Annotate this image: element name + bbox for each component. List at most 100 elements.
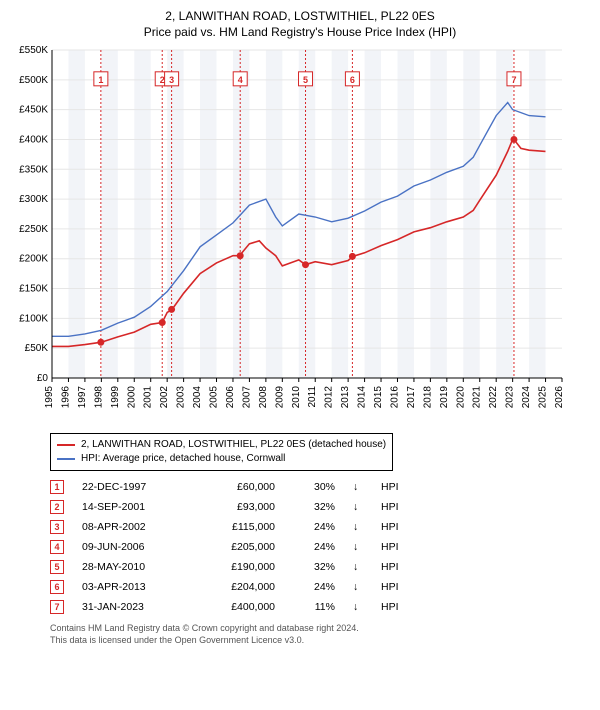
svg-text:2010: 2010 <box>291 386 302 409</box>
legend-row-1: 2, LANWITHAN ROAD, LOSTWITHIEL, PL22 0ES… <box>57 438 386 452</box>
svg-text:£100K: £100K <box>19 314 48 325</box>
svg-text:2009: 2009 <box>274 386 285 409</box>
title-line-1: 2, LANWITHAN ROAD, LOSTWITHIEL, PL22 0ES <box>10 8 590 24</box>
svg-text:2022: 2022 <box>488 386 499 409</box>
sale-date: 28-MAY-2010 <box>82 561 182 573</box>
svg-text:2015: 2015 <box>373 386 384 409</box>
title-line-2: Price paid vs. HM Land Registry's House … <box>10 24 590 40</box>
hpi-label: HPI <box>381 541 411 553</box>
sale-date: 03-APR-2013 <box>82 581 182 593</box>
svg-text:2005: 2005 <box>209 386 220 409</box>
hpi-label: HPI <box>381 501 411 513</box>
hpi-label: HPI <box>381 521 411 533</box>
svg-text:2: 2 <box>160 75 165 85</box>
sale-row: 528-MAY-2010£190,00032%↓HPI <box>50 557 590 577</box>
legend-row-2: HPI: Average price, detached house, Corn… <box>57 452 386 466</box>
footer-line-1: Contains HM Land Registry data © Crown c… <box>50 623 590 634</box>
sale-marker-box: 7 <box>50 600 64 614</box>
svg-text:2025: 2025 <box>538 386 549 409</box>
sale-row: 4 09-JUN-2006 £205,000 24% ↓ HPI <box>50 537 590 557</box>
svg-text:2000: 2000 <box>126 386 137 409</box>
sale-marker-box: 5 <box>50 560 64 574</box>
footer: Contains HM Land Registry data © Crown c… <box>50 623 590 646</box>
svg-text:2007: 2007 <box>241 386 252 409</box>
sale-row: 122-DEC-1997£60,00030%↓HPI <box>50 477 590 497</box>
svg-text:2026: 2026 <box>554 386 565 409</box>
sale-marker-box: 4 <box>50 540 64 554</box>
sale-date: 09-JUN-2006 <box>82 541 182 553</box>
sale-marker-box: 1 <box>50 480 64 494</box>
down-arrow-icon: ↓ <box>353 561 363 573</box>
svg-text:£500K: £500K <box>19 75 48 86</box>
svg-text:£150K: £150K <box>19 284 48 295</box>
chart-title: 2, LANWITHAN ROAD, LOSTWITHIEL, PL22 0ES… <box>10 8 590 40</box>
svg-text:2019: 2019 <box>439 386 450 409</box>
svg-text:5: 5 <box>303 75 308 85</box>
sale-marker-box: 3 <box>50 520 64 534</box>
sale-pct: 24% <box>293 581 335 593</box>
svg-text:£50K: £50K <box>25 344 49 355</box>
legend: 2, LANWITHAN ROAD, LOSTWITHIEL, PL22 0ES… <box>50 433 393 471</box>
legend-swatch-1 <box>57 444 75 446</box>
svg-text:2012: 2012 <box>324 386 335 409</box>
svg-text:2018: 2018 <box>422 386 433 409</box>
legend-swatch-2 <box>57 458 75 460</box>
sale-pct: 11% <box>293 601 335 613</box>
down-arrow-icon: ↓ <box>353 501 363 513</box>
svg-text:1996: 1996 <box>60 386 71 409</box>
svg-text:2017: 2017 <box>406 386 417 409</box>
svg-text:2011: 2011 <box>307 386 318 408</box>
sale-price: £93,000 <box>200 501 275 513</box>
svg-text:2020: 2020 <box>455 386 466 409</box>
hpi-label: HPI <box>381 481 411 493</box>
svg-text:4: 4 <box>238 75 243 85</box>
svg-text:7: 7 <box>511 75 516 85</box>
sale-pct: 24% <box>293 521 335 533</box>
svg-text:2006: 2006 <box>225 386 236 409</box>
chart-area: £0£50K£100K£150K£200K£250K£300K£350K£400… <box>10 44 590 429</box>
sale-pct: 24% <box>293 541 335 553</box>
sale-date: 22-DEC-1997 <box>82 481 182 493</box>
down-arrow-icon: ↓ <box>353 601 363 613</box>
svg-text:2021: 2021 <box>472 386 483 409</box>
hpi-label: HPI <box>381 561 411 573</box>
legend-label-2: HPI: Average price, detached house, Corn… <box>81 452 285 466</box>
sale-price: £115,000 <box>200 521 275 533</box>
sale-date: 08-APR-2002 <box>82 521 182 533</box>
svg-text:£0: £0 <box>37 373 49 384</box>
svg-text:2023: 2023 <box>505 386 516 409</box>
sale-price: £205,000 <box>200 541 275 553</box>
svg-text:2003: 2003 <box>176 386 187 409</box>
hpi-label: HPI <box>381 581 411 593</box>
svg-text:£550K: £550K <box>19 45 48 56</box>
down-arrow-icon: ↓ <box>353 541 363 553</box>
down-arrow-icon: ↓ <box>353 521 363 533</box>
svg-text:3: 3 <box>169 75 174 85</box>
svg-text:£400K: £400K <box>19 135 48 146</box>
svg-text:£300K: £300K <box>19 194 48 205</box>
sale-row: 6 03-APR-2013 £204,000 24% ↓ HPI <box>50 577 590 597</box>
sale-price: £60,000 <box>200 481 275 493</box>
footer-line-2: This data is licensed under the Open Gov… <box>50 635 590 646</box>
legend-label-1: 2, LANWITHAN ROAD, LOSTWITHIEL, PL22 0ES… <box>81 438 386 452</box>
sale-date: 31-JAN-2023 <box>82 601 182 613</box>
price-chart-svg: £0£50K£100K£150K£200K£250K£300K£350K£400… <box>10 44 570 424</box>
svg-text:1995: 1995 <box>44 386 55 409</box>
sales-table: 122-DEC-1997£60,00030%↓HPI214-SEP-2001£9… <box>50 477 590 617</box>
svg-text:£250K: £250K <box>19 224 48 235</box>
sale-price: £190,000 <box>200 561 275 573</box>
sale-row: 3 08-APR-2002 £115,000 24% ↓ HPI <box>50 517 590 537</box>
svg-text:1: 1 <box>98 75 103 85</box>
hpi-label: HPI <box>381 601 411 613</box>
svg-text:2014: 2014 <box>357 386 368 409</box>
svg-text:1998: 1998 <box>93 386 104 409</box>
down-arrow-icon: ↓ <box>353 581 363 593</box>
svg-text:2002: 2002 <box>159 386 170 409</box>
svg-text:2013: 2013 <box>340 386 351 409</box>
sale-price: £204,000 <box>200 581 275 593</box>
svg-text:1999: 1999 <box>110 386 121 409</box>
svg-text:2016: 2016 <box>389 386 400 409</box>
sale-marker-box: 6 <box>50 580 64 594</box>
sale-marker-box: 2 <box>50 500 64 514</box>
sale-row: 214-SEP-2001£93,00032%↓HPI <box>50 497 590 517</box>
